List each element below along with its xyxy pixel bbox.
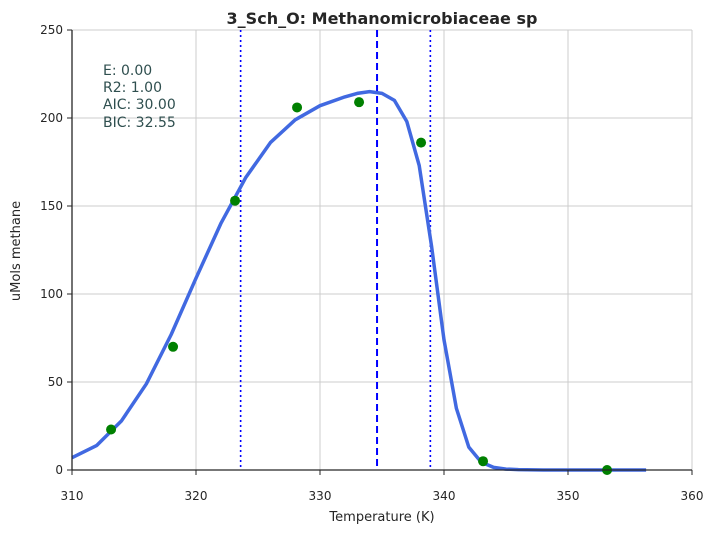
data-point: [106, 424, 117, 435]
stats-annotation: E: 0.00 R2: 1.00 AIC: 30.00 BIC: 32.55: [103, 63, 176, 131]
y-tick-label: 250: [40, 23, 63, 37]
stat-aic: AIC: 30.00: [103, 97, 176, 113]
x-tick-label: 310: [61, 489, 84, 503]
x-tick-label: 350: [557, 489, 580, 503]
x-tick-label: 320: [185, 489, 208, 503]
reference-lines: [239, 30, 432, 470]
x-tick-label: 330: [309, 489, 332, 503]
data-point: [168, 341, 179, 352]
data-point: [230, 195, 241, 206]
x-tick-label: 360: [681, 489, 704, 503]
y-axis-label: uMols methane: [9, 201, 24, 301]
data-point: [416, 137, 427, 148]
stat-r2: R2: 1.00: [103, 80, 162, 96]
data-point: [292, 102, 303, 113]
y-tick-label: 200: [40, 111, 63, 125]
x-tick-labels: 310 320 330 340 350 360: [61, 489, 704, 503]
chart-title: 3_Sch_O: Methanomicrobiaceae sp: [227, 9, 538, 28]
stat-e: E: 0.00: [103, 63, 152, 79]
fit-curve: [71, 89, 647, 472]
grid-lines: [71, 29, 693, 471]
y-tick-label: 50: [48, 375, 63, 389]
x-axis-label: Temperature (K): [328, 510, 434, 525]
y-tick-label: 150: [40, 199, 63, 213]
y-tick-labels: 0 50 100 150 200 250: [40, 23, 63, 477]
data-points: [106, 97, 613, 475]
stat-bic: BIC: 32.55: [103, 115, 176, 131]
data-point: [354, 97, 365, 108]
data-point: [478, 456, 489, 467]
y-tick-label: 100: [40, 287, 63, 301]
y-tick-label: 0: [55, 463, 63, 477]
axes: [67, 29, 693, 475]
x-tick-label: 340: [433, 489, 456, 503]
